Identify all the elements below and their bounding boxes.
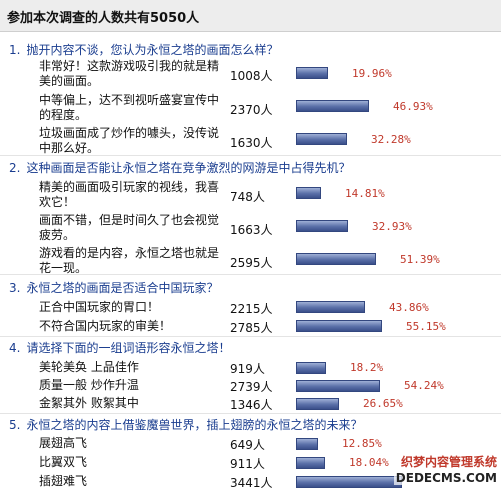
option-percent: 32.28% [371,133,411,146]
divider [0,155,501,156]
option-percent: 43.86% [389,301,429,314]
option-text: 精美的画面吸引玩家的视线，我喜欢它！ [39,180,220,209]
divider [0,274,501,275]
option-count: 1008人 [230,69,273,83]
option-bar [296,100,369,112]
question-number: 4. [9,341,21,355]
divider [0,413,501,414]
question-5-title: 5. 永恒之塔的内容上借鉴魔兽世界，插上翅膀的永恒之塔的未来？ [9,416,362,433]
watermark-url: DEDECMS.COM [393,471,499,485]
question-text: 永恒之塔的画面是否适合中国玩家？ [26,281,219,295]
option-count: 2739人 [230,380,273,394]
question-text: 请选择下面的一组词语形容永恒之塔！ [26,341,231,355]
option-text: 中等偏上，达不到视听盛宴宣传中的程度。 [39,93,220,122]
option-bar [296,398,339,410]
watermark-title: 织梦内容管理系统 [398,455,499,469]
option-count: 911人 [230,457,265,471]
question-3-title: 3. 永恒之塔的画面是否适合中国玩家？ [9,279,218,296]
question-number: 1. [9,43,21,57]
option-count: 748人 [230,190,265,204]
option-count: 1346人 [230,398,273,412]
option-count: 2215人 [230,302,273,316]
option-bar [296,362,326,374]
option-bar [296,253,376,265]
question-number: 3. [9,281,21,295]
question-text: 永恒之塔的内容上借鉴魔兽世界，插上翅膀的永恒之塔的未来？ [26,418,363,432]
option-count: 1630人 [230,136,273,150]
option-text: 不符合国内玩家的审美！ [39,319,172,333]
option-bar [296,187,321,199]
option-count: 919人 [230,362,265,376]
option-bar [296,320,382,332]
option-text: 垃圾画面成了炒作的噱头，没传说中那么好。 [39,126,220,155]
option-text: 美轮美奂 上品佳作 [39,360,139,374]
question-1-title: 1. 抛开内容不谈，您认为永恒之塔的画面怎么样？ [9,41,278,58]
option-percent: 19.96% [352,67,392,80]
option-percent: 46.93% [393,100,433,113]
option-text: 比翼双飞 [39,455,88,469]
question-text: 抛开内容不谈，您认为永恒之塔的画面怎么样？ [26,43,279,57]
option-text: 展翅高飞 [39,436,88,450]
option-percent: 32.93% [372,220,412,233]
option-count: 2595人 [230,256,273,270]
question-number: 2. [9,161,21,175]
option-percent: 26.65% [363,397,403,410]
option-count: 649人 [230,438,265,452]
option-text: 正合中国玩家的胃口！ [39,300,160,314]
site-watermark: 织梦内容管理系统 DEDECMS.COM [379,453,499,485]
option-bar [296,438,318,450]
option-text: 金絮其外 败絮其中 [39,396,139,410]
option-text: 质量一般 炒作升温 [39,378,139,392]
option-bar [296,67,328,79]
option-bar [296,301,365,313]
option-percent: 18.2% [350,361,384,374]
option-text: 非常好！这款游戏吸引我的就是精美的画面。 [39,59,220,88]
option-text: 画面不错，但是时间久了也会视觉疲劳。 [39,213,220,242]
question-2-title: 2. 这种画面是否能让永恒之塔在竞争激烈的网游是中占得先机？ [9,159,350,176]
option-bar [296,220,348,232]
option-percent: 51.39% [400,253,440,266]
option-percent: 18.04% [349,456,389,469]
option-text: 插翅难飞 [39,474,88,488]
question-text: 这种画面是否能让永恒之塔在竞争激烈的网游是中占得先机？ [26,161,351,175]
option-count: 1663人 [230,223,273,237]
option-text: 游戏看的是内容，永恒之塔也就是花一现。 [39,246,220,275]
option-percent: 14.81% [345,187,385,200]
option-percent: 55.15% [406,320,446,333]
option-count: 3441人 [230,476,273,490]
option-percent: 54.24% [404,379,444,392]
option-bar [296,133,347,145]
survey-header: 参加本次调查的人数共有5050人 [0,0,501,32]
page-title: 参加本次调查的人数共有5050人 [7,11,200,26]
question-4-title: 4. 请选择下面的一组词语形容永恒之塔！ [9,339,230,356]
question-number: 5. [9,418,21,432]
divider [0,336,501,337]
option-bar [296,380,380,392]
option-percent: 12.85% [342,437,382,450]
option-bar [296,457,325,469]
option-count: 2785人 [230,321,273,335]
option-count: 2370人 [230,103,273,117]
